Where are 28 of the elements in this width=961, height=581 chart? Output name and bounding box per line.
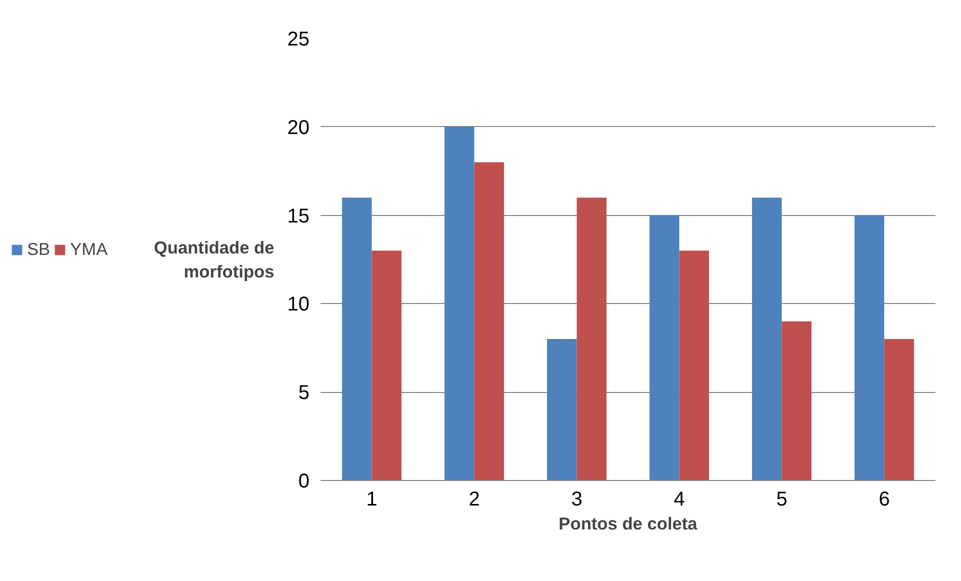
legend-label: SB (27, 239, 50, 260)
bar (547, 339, 577, 480)
x-tick-label: 4 (674, 488, 685, 510)
bar (679, 250, 709, 480)
bar (474, 162, 504, 480)
y-tick-label: 20 (287, 116, 310, 139)
x-tick-label: 2 (468, 488, 480, 510)
x-tick-label: 3 (571, 488, 582, 510)
y-tick-label: 0 (298, 470, 310, 492)
bar (854, 215, 884, 480)
x-axis-title: Pontos de coleta (558, 514, 698, 534)
y-tick-label: 10 (287, 294, 310, 316)
y-tick-label: 5 (298, 382, 310, 404)
x-tick-label: 6 (878, 488, 890, 510)
bar (752, 198, 782, 480)
bar (782, 321, 812, 480)
bar (372, 250, 402, 480)
bar (884, 339, 914, 480)
legend-label: YMA (70, 239, 108, 260)
bar (576, 198, 606, 480)
bar (342, 198, 372, 480)
bar (650, 215, 680, 480)
y-tick-label: 25 (287, 28, 310, 50)
y-tick-label: 15 (287, 205, 310, 228)
x-tick-label: 5 (776, 488, 788, 510)
bar (444, 126, 474, 480)
y-axis-title: Quantidade de morfotipos (154, 238, 275, 282)
x-tick-label: 1 (366, 488, 378, 510)
